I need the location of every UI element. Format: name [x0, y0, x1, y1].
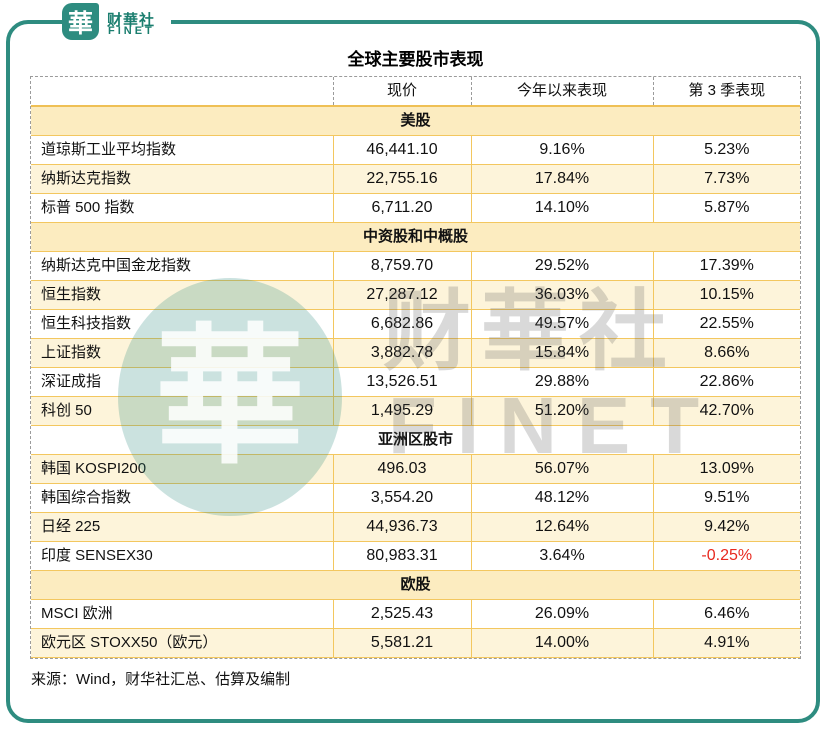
q3-performance: 9.51%	[652, 483, 800, 513]
section-label: 亚洲区股市	[31, 425, 800, 455]
q3-performance: 4.91%	[652, 628, 800, 658]
index-name: 纳斯达克指数	[31, 164, 333, 194]
q3-performance: 17.39%	[652, 251, 800, 281]
ytd-performance: 29.88%	[470, 367, 653, 397]
index-name: MSCI 欧洲	[31, 599, 333, 629]
current-price: 3,882.78	[332, 338, 471, 368]
section-label: 美股	[31, 105, 800, 136]
index-name: 欧元区 STOXX50（欧元）	[31, 628, 333, 658]
ytd-performance: 36.03%	[470, 280, 653, 310]
index-name: 恒生科技指数	[31, 309, 333, 339]
ytd-performance: 49.57%	[470, 309, 653, 339]
q3-performance: 9.42%	[652, 512, 800, 542]
page-border-frame	[6, 20, 820, 723]
current-price: 6,711.20	[332, 193, 471, 223]
section-row-us: 美股	[31, 105, 800, 136]
current-price: 44,936.73	[332, 512, 471, 542]
index-name: 深证成指	[31, 367, 333, 397]
current-price: 80,983.31	[332, 541, 471, 571]
col-header-blank	[31, 77, 333, 107]
section-label: 欧股	[31, 570, 800, 600]
brand-name-chinese: 财華社	[107, 12, 156, 29]
q3-performance: 10.15%	[652, 280, 800, 310]
q3-performance: 8.66%	[652, 338, 800, 368]
table-row: 道琼斯工业平均指数 46,441.10 9.16% 5.23%	[31, 135, 800, 165]
index-name: 上证指数	[31, 338, 333, 368]
ytd-performance: 17.84%	[470, 164, 653, 194]
current-price: 1,495.29	[332, 396, 471, 426]
index-name: 标普 500 指数	[31, 193, 333, 223]
logo-character: 華	[67, 9, 93, 38]
ytd-performance: 51.20%	[470, 396, 653, 426]
q3-performance: 22.86%	[652, 367, 800, 397]
table-row: MSCI 欧洲 2,525.43 26.09% 6.46%	[31, 599, 800, 629]
current-price: 5,581.21	[332, 628, 471, 658]
index-name: 日经 225	[31, 512, 333, 542]
table-row: 欧元区 STOXX50（欧元） 5,581.21 14.00% 4.91%	[31, 628, 800, 658]
q3-performance: 13.09%	[652, 454, 800, 484]
index-name: 印度 SENSEX30	[31, 541, 333, 571]
current-price: 22,755.16	[332, 164, 471, 194]
table-row: 深证成指 13,526.51 29.88% 22.86%	[31, 367, 800, 397]
table-row: 纳斯达克中国金龙指数 8,759.70 29.52% 17.39%	[31, 251, 800, 281]
col-header-ytd: 今年以来表现	[470, 77, 653, 107]
data-source-note: 来源：Wind，财华社汇总、估算及编制	[31, 671, 291, 688]
q3-performance: 22.55%	[652, 309, 800, 339]
section-label: 中资股和中概股	[31, 222, 800, 252]
current-price: 2,525.43	[332, 599, 471, 629]
table-row: 标普 500 指数 6,711.20 14.10% 5.87%	[31, 193, 800, 223]
current-price: 46,441.10	[332, 135, 471, 165]
ytd-performance: 48.12%	[470, 483, 653, 513]
q3-performance: 6.46%	[652, 599, 800, 629]
index-name: 纳斯达克中国金龙指数	[31, 251, 333, 281]
data-table: 现价 今年以来表现 第 3 季表现 美股 道琼斯工业平均指数 46,441.10…	[31, 77, 800, 658]
ytd-performance: 29.52%	[470, 251, 653, 281]
ytd-performance: 12.64%	[470, 512, 653, 542]
table-row: 科创 50 1,495.29 51.20% 42.70%	[31, 396, 800, 426]
q3-performance: 5.87%	[652, 193, 800, 223]
index-name: 道琼斯工业平均指数	[31, 135, 333, 165]
index-name: 科创 50	[31, 396, 333, 426]
section-row-europe: 欧股	[31, 570, 800, 600]
table-row: 韩国 KOSPI200 496.03 56.07% 13.09%	[31, 454, 800, 484]
finet-logo-icon: 華	[62, 3, 99, 40]
frame-gap-patch	[99, 16, 171, 30]
index-name: 恒生指数	[31, 280, 333, 310]
q3-performance: 5.23%	[652, 135, 800, 165]
index-name: 韩国 KOSPI200	[31, 454, 333, 484]
ytd-performance: 15.84%	[470, 338, 653, 368]
current-price: 13,526.51	[332, 367, 471, 397]
table-row: 上证指数 3,882.78 15.84% 8.66%	[31, 338, 800, 368]
ytd-performance: 26.09%	[470, 599, 653, 629]
current-price: 6,682.86	[332, 309, 471, 339]
section-row-china: 中资股和中概股	[31, 222, 800, 252]
current-price: 3,554.20	[332, 483, 471, 513]
table-row: 恒生科技指数 6,682.86 49.57% 22.55%	[31, 309, 800, 339]
col-header-price: 现价	[332, 77, 471, 107]
current-price: 496.03	[332, 454, 471, 484]
q3-performance: 42.70%	[652, 396, 800, 426]
ytd-performance: 56.07%	[470, 454, 653, 484]
table-row: 印度 SENSEX30 80,983.31 3.64% -0.25%	[31, 541, 800, 571]
section-row-asia: 亚洲区股市	[31, 425, 800, 455]
ytd-performance: 14.10%	[470, 193, 653, 223]
market-performance-table: 现价 今年以来表现 第 3 季表现 美股 道琼斯工业平均指数 46,441.10…	[30, 76, 801, 659]
table-row: 纳斯达克指数 22,755.16 17.84% 7.73%	[31, 164, 800, 194]
table-row: 韩国综合指数 3,554.20 48.12% 9.51%	[31, 483, 800, 513]
q3-performance: 7.73%	[652, 164, 800, 194]
table-row: 日经 225 44,936.73 12.64% 9.42%	[31, 512, 800, 542]
current-price: 27,287.12	[332, 280, 471, 310]
q3-performance-negative: -0.25%	[652, 541, 800, 571]
ytd-performance: 9.16%	[470, 135, 653, 165]
index-name: 韩国综合指数	[31, 483, 333, 513]
brand-name-english: FINET	[108, 25, 155, 37]
ytd-performance: 14.00%	[470, 628, 653, 658]
table-header-row: 现价 今年以来表现 第 3 季表现	[31, 77, 800, 107]
ytd-performance: 3.64%	[470, 541, 653, 571]
col-header-q3: 第 3 季表现	[652, 77, 800, 107]
page-title: 全球主要股市表现	[347, 50, 484, 69]
table-row: 恒生指数 27,287.12 36.03% 10.15%	[31, 280, 800, 310]
current-price: 8,759.70	[332, 251, 471, 281]
